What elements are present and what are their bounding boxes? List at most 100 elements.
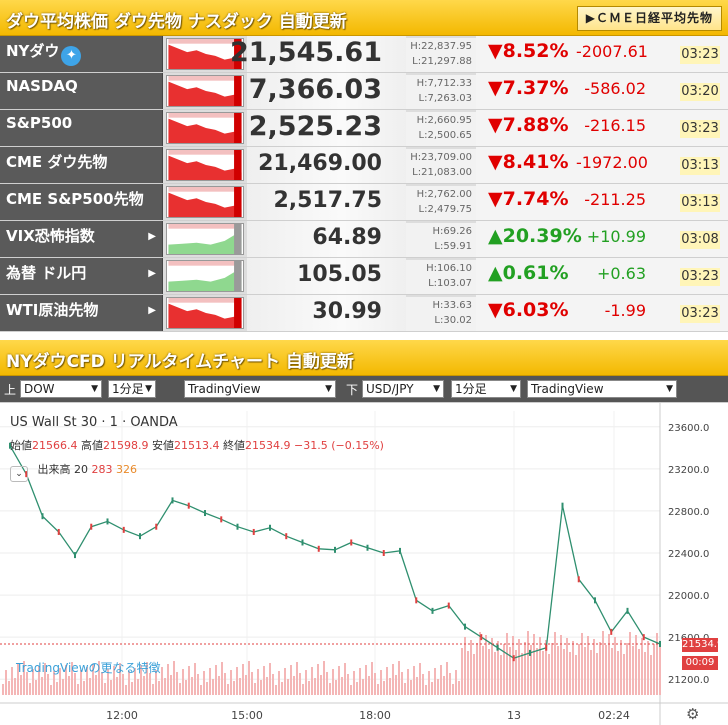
ticker-change: +10.99: [586, 227, 646, 246]
volume-bar: [434, 668, 436, 695]
expand-arrow-icon[interactable]: ▶: [148, 305, 156, 316]
cme-nikkei-button[interactable]: ▶ＣＭＥ日経平均先物: [576, 6, 722, 31]
ticker-sparkline[interactable]: [166, 186, 244, 218]
volume-bar: [470, 640, 472, 695]
volume-bar: [557, 646, 559, 695]
candle: [642, 634, 645, 641]
ticker-name[interactable]: 為替 ドル円 ▶: [0, 258, 163, 294]
candle: [399, 547, 401, 554]
ticker-row[interactable]: NYダウ ✦ 21,545.61 H:22,837.95 L:21,297.88 ▼8.5…: [0, 36, 728, 73]
ticker-row[interactable]: CME S&P500先物 2,517.75 H:2,762.00 L:2,479.75…: [0, 184, 728, 221]
price-chart[interactable]: 23600.023200.022800.022400.022000.021600…: [0, 402, 728, 725]
upper-interval-select[interactable]: 1分足 ▼: [108, 380, 156, 398]
lower-interval-select[interactable]: 1分足 ▼: [451, 380, 521, 398]
y-tick-label: 22800.0: [668, 507, 709, 518]
volume-bar: [197, 674, 199, 695]
ticker-percent: ▼7.37%: [488, 77, 569, 99]
volume-bar: [284, 668, 286, 695]
volume-bar: [128, 671, 130, 695]
ticker-name[interactable]: NYダウ ✦: [0, 36, 163, 72]
ticker-time: 03:23: [680, 46, 720, 64]
volume-bar: [77, 684, 79, 695]
volume-bar: [47, 674, 49, 695]
volume-bar: [20, 675, 22, 695]
volume-bar: [593, 639, 595, 695]
candle: [269, 524, 271, 531]
expand-arrow-icon[interactable]: ▶: [148, 231, 156, 242]
volume-bar: [344, 663, 346, 695]
candle: [594, 597, 596, 604]
volume-bar: [305, 670, 307, 695]
volume-bar: [89, 678, 91, 695]
ticker-time: 03:23: [680, 120, 720, 138]
tradingview-link[interactable]: TradingViewの更なる特徴: [16, 661, 161, 675]
volume-bar: [50, 685, 52, 695]
upper-source-select[interactable]: TradingView ▼: [184, 380, 336, 398]
volume-bar: [380, 670, 382, 695]
ticker-percent: ▼6.03%: [488, 299, 569, 321]
volume-bar: [185, 680, 187, 695]
volume-bar: [17, 664, 19, 695]
volume-bar: [536, 648, 538, 695]
ticker-sparkline[interactable]: [166, 112, 244, 144]
ticker-name[interactable]: NASDAQ: [0, 73, 163, 109]
candle: [577, 576, 580, 583]
ticker-row[interactable]: WTI原油先物 ▶ 30.99 H:33.63 L:30.02 ▼6.03% -1.99 03…: [0, 295, 728, 332]
cfd-title: NYダウCFD リアルタイムチャート 自動更新: [6, 352, 354, 372]
ticker-row[interactable]: NASDAQ 7,366.03 H:7,712.33 L:7,263.03 ▼7.37%…: [0, 73, 728, 110]
gear-icon[interactable]: ⚙: [686, 705, 700, 723]
volume-bar: [539, 637, 541, 695]
volume-bar: [314, 678, 316, 695]
ticker-name[interactable]: CME ダウ先物: [0, 147, 163, 183]
candle: [447, 602, 450, 609]
volume-bar: [362, 679, 364, 695]
volume-bar: [98, 661, 100, 695]
ticker-name[interactable]: VIX恐怖指数 ▶: [0, 221, 163, 257]
ticker-name[interactable]: S&P500: [0, 110, 163, 146]
ticker-sparkline[interactable]: [166, 38, 244, 70]
volume-bar: [443, 676, 445, 695]
volume-bar: [398, 661, 400, 695]
ticker-row[interactable]: 為替 ドル円 ▶ 105.05 H:106.10 L:103.07 ▲0.61% +0.63…: [0, 258, 728, 295]
ticker-row[interactable]: CME ダウ先物 21,469.00 H:23,709.00 L:21,083.00 ▼…: [0, 147, 728, 184]
volume-bar: [476, 643, 478, 695]
volume-bar: [251, 672, 253, 695]
volume-bar: [326, 672, 328, 695]
volume-bar: [467, 651, 469, 695]
volume-bar: [584, 647, 586, 695]
lower-source-select[interactable]: TradingView ▼: [527, 380, 677, 398]
volume-bar: [11, 667, 13, 695]
volume-bar: [263, 666, 265, 695]
high-low-cell: H:22,837.95 L:21,297.88: [406, 38, 476, 72]
x-tick-label: 13: [507, 709, 521, 722]
volume-bar: [101, 672, 103, 695]
ticker-sparkline[interactable]: [166, 149, 244, 181]
volume-bar: [521, 653, 523, 695]
high-low-cell: H:23,709.00 L:21,083.00: [406, 149, 476, 183]
chevron-down-icon[interactable]: ⌄: [10, 466, 28, 482]
change-cell: ▼7.37% -586.02 03:20: [476, 73, 728, 109]
ticker-change: +0.63: [596, 264, 646, 283]
ticker-row[interactable]: S&P500 2,525.23 H:2,660.95 L:2,500.65 ▼7.88%…: [0, 110, 728, 147]
ticker-sparkline[interactable]: [166, 75, 244, 107]
high-low-cell: H:106.10 L:103.07: [406, 260, 476, 294]
ticker-price: 7,366.03: [248, 74, 382, 105]
ticker-sparkline[interactable]: [166, 260, 244, 292]
candle: [561, 502, 564, 509]
volume-bar: [368, 676, 370, 695]
price-cell: 21,545.61: [230, 36, 406, 72]
twitter-bird-icon[interactable]: ✦: [61, 46, 82, 66]
lower-symbol-select[interactable]: USD/JPY ▼: [362, 380, 444, 398]
ticker-row[interactable]: VIX恐怖指数 ▶ 64.89 H:69.26 L:59.91 ▲20.39% +10.99…: [0, 221, 728, 258]
ticker-sparkline[interactable]: [166, 297, 244, 329]
expand-arrow-icon[interactable]: ▶: [148, 268, 156, 279]
candle: [415, 597, 418, 604]
upper-symbol-select[interactable]: DOW ▼: [20, 380, 102, 398]
ticker-name[interactable]: CME S&P500先物: [0, 184, 163, 220]
ticker-sparkline[interactable]: [166, 223, 244, 255]
volume-bar: [449, 673, 451, 695]
volume-bar: [446, 662, 448, 695]
ticker-name[interactable]: WTI原油先物 ▶: [0, 295, 163, 331]
volume-bar: [542, 651, 544, 695]
volume-bar: [296, 662, 298, 695]
